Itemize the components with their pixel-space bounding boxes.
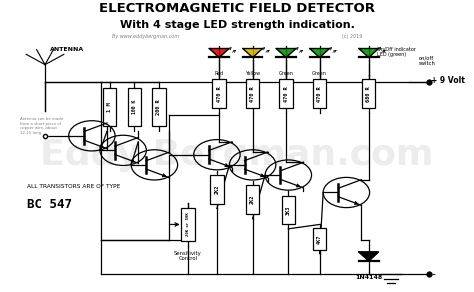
Text: 200 R: 200 R <box>156 99 161 114</box>
Text: 680 R: 680 R <box>366 86 371 102</box>
Bar <box>282 196 295 224</box>
Bar <box>128 88 141 126</box>
Text: BC 547: BC 547 <box>27 198 72 211</box>
Text: 470 R: 470 R <box>317 86 322 102</box>
Bar <box>181 208 195 241</box>
Polygon shape <box>359 48 379 58</box>
Text: With 4 stage LED strength indication.: With 4 stage LED strength indication. <box>119 20 355 29</box>
Text: 2K2: 2K2 <box>214 185 219 194</box>
Polygon shape <box>276 48 296 58</box>
Bar <box>246 185 259 214</box>
Text: By www.eddybergman.com: By www.eddybergman.com <box>112 34 179 39</box>
Bar <box>313 228 326 250</box>
Text: 2K2: 2K2 <box>250 195 255 204</box>
Text: ANTENNA: ANTENNA <box>49 46 84 52</box>
Text: On/Off indicator
LED (green): On/Off indicator LED (green) <box>377 46 416 57</box>
Polygon shape <box>210 48 229 58</box>
Text: (c) 2019: (c) 2019 <box>342 34 362 39</box>
Bar <box>212 79 226 108</box>
Text: Antenna can be made
from a short piece of
copper wire, about
12-15 long.: Antenna can be made from a short piece o… <box>20 117 64 135</box>
Text: -: - <box>431 269 435 279</box>
Text: Sensitivity
Control: Sensitivity Control <box>174 251 202 261</box>
Text: 4K7: 4K7 <box>317 234 322 244</box>
Text: + 9 Volt: + 9 Volt <box>431 76 465 85</box>
Text: ELECTROMAGNETIC FIELD DETECTOR: ELECTROMAGNETIC FIELD DETECTOR <box>99 2 375 15</box>
Bar <box>152 88 165 126</box>
Text: 100 K: 100 K <box>132 100 137 114</box>
Text: on/off
switch: on/off switch <box>419 55 435 66</box>
Polygon shape <box>310 48 329 58</box>
Text: 1N4148: 1N4148 <box>355 275 383 280</box>
Bar <box>210 175 224 204</box>
Text: Green: Green <box>279 71 293 76</box>
Text: Green: Green <box>312 71 327 76</box>
Text: Eddy Bergman.com: Eddy Bergman.com <box>40 138 434 172</box>
Bar <box>362 79 375 108</box>
Text: 1 M: 1 M <box>107 102 112 112</box>
Bar <box>313 79 326 108</box>
Text: 3K3: 3K3 <box>286 205 291 215</box>
Polygon shape <box>359 252 379 261</box>
Bar <box>279 79 293 108</box>
Text: 470 R: 470 R <box>217 86 222 102</box>
Text: Yellow: Yellow <box>245 71 260 76</box>
Bar <box>246 79 259 108</box>
Text: 20K or 50K: 20K or 50K <box>186 213 190 236</box>
Polygon shape <box>243 48 263 58</box>
Text: Red: Red <box>215 71 224 76</box>
Text: 470 R: 470 R <box>283 86 289 102</box>
Text: ALL TRANSISTORS ARE OF TYPE: ALL TRANSISTORS ARE OF TYPE <box>27 184 120 189</box>
Bar <box>103 88 117 126</box>
Text: 470 R: 470 R <box>250 86 255 102</box>
